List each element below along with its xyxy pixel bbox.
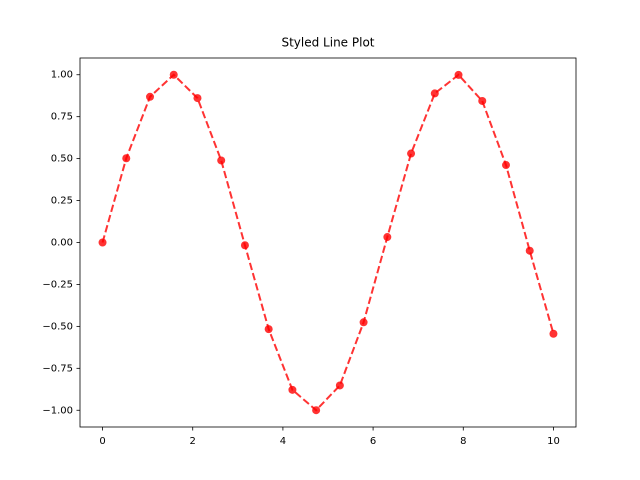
marker (501, 161, 510, 170)
line (101, 73, 555, 412)
x-tick-label: 2 (190, 436, 196, 447)
marker (193, 94, 202, 103)
marker (146, 92, 155, 101)
marker (288, 385, 297, 394)
marker (525, 246, 534, 255)
y-tick-label: 0.25 (51, 196, 73, 207)
marker (478, 96, 487, 105)
y-tick-label: −0.25 (42, 279, 73, 290)
y-tick-label: 0.00 (51, 238, 73, 249)
marker (383, 233, 392, 242)
marker (264, 325, 273, 334)
x-tick-label: 6 (370, 436, 376, 447)
y-tick-label: 0.75 (51, 112, 73, 123)
chart-title: Styled Line Plot (281, 36, 374, 50)
y-tick-label: 1.00 (51, 70, 73, 81)
x-tick-label: 0 (99, 436, 105, 447)
x-tick-label: 4 (280, 436, 286, 447)
marker (169, 70, 178, 79)
marker (454, 70, 463, 79)
y-tick-label: 0.50 (51, 154, 73, 165)
marker (312, 406, 321, 415)
marker (549, 329, 558, 338)
marker (122, 154, 131, 163)
marker (98, 238, 107, 247)
marker (430, 89, 439, 98)
y-tick-label: −1.00 (42, 405, 73, 416)
marker (240, 241, 249, 250)
x-tick-label: 10 (547, 436, 560, 447)
marker (407, 149, 416, 158)
x-tick-label: 8 (460, 436, 466, 447)
marker (359, 318, 368, 327)
y-tick-label: −0.50 (42, 321, 73, 332)
y-tick-label: −0.75 (42, 363, 73, 374)
plot-frame (79, 57, 577, 428)
marker (335, 381, 344, 390)
marker (217, 156, 226, 165)
